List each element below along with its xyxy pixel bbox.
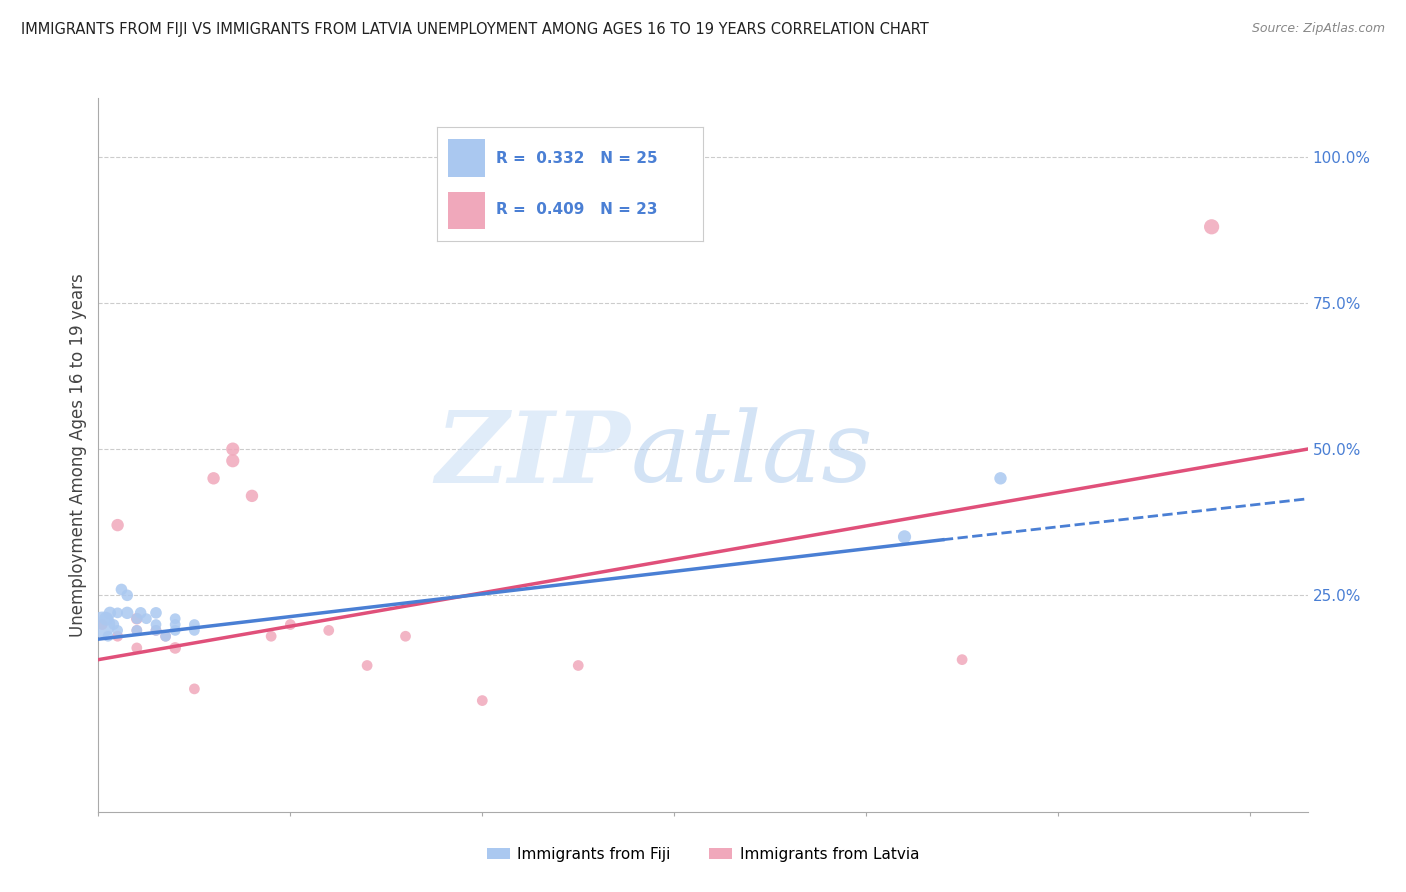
Point	[135, 612, 157, 626]
Point	[115, 606, 138, 620]
Point	[318, 624, 340, 638]
Point	[1201, 219, 1223, 234]
Point	[356, 658, 378, 673]
Text: IMMIGRANTS FROM FIJI VS IMMIGRANTS FROM LATVIA UNEMPLOYMENT AMONG AGES 16 TO 19 : IMMIGRANTS FROM FIJI VS IMMIGRANTS FROM …	[21, 22, 929, 37]
Point	[125, 624, 148, 638]
Text: ZIP: ZIP	[436, 407, 630, 503]
Point	[97, 629, 120, 643]
Point	[103, 617, 125, 632]
Text: atlas: atlas	[630, 408, 873, 502]
Point	[155, 629, 177, 643]
Point	[125, 612, 148, 626]
Point	[240, 489, 263, 503]
Point	[990, 471, 1012, 485]
Point	[165, 640, 187, 655]
Point	[98, 606, 121, 620]
Point	[107, 624, 129, 638]
Y-axis label: Unemployment Among Ages 16 to 19 years: Unemployment Among Ages 16 to 19 years	[69, 273, 87, 637]
Point	[145, 617, 167, 632]
Point	[107, 518, 129, 533]
Point	[567, 658, 589, 673]
Point	[145, 624, 167, 638]
Point	[107, 629, 129, 643]
Legend: Immigrants from Fiji, Immigrants from Latvia: Immigrants from Fiji, Immigrants from La…	[481, 841, 925, 868]
Point	[91, 617, 114, 632]
Point	[125, 640, 148, 655]
Point	[893, 530, 915, 544]
Point	[202, 471, 225, 485]
Point	[125, 612, 148, 626]
Point	[165, 612, 187, 626]
Point	[183, 624, 205, 638]
Point	[222, 442, 245, 456]
Point	[94, 612, 117, 626]
Point	[165, 624, 187, 638]
Point	[145, 606, 167, 620]
Point	[950, 653, 973, 667]
Point	[222, 454, 245, 468]
Point	[107, 606, 129, 620]
Point	[145, 624, 167, 638]
Text: Source: ZipAtlas.com: Source: ZipAtlas.com	[1251, 22, 1385, 36]
Point	[125, 624, 148, 638]
Point	[155, 629, 177, 643]
Point	[165, 617, 187, 632]
Point	[260, 629, 283, 643]
Point	[280, 617, 302, 632]
Point	[471, 693, 494, 707]
Point	[115, 588, 138, 602]
Point	[183, 617, 205, 632]
Point	[91, 617, 114, 632]
Point	[110, 582, 132, 597]
Point	[129, 606, 152, 620]
Point	[394, 629, 416, 643]
Point	[183, 681, 205, 696]
